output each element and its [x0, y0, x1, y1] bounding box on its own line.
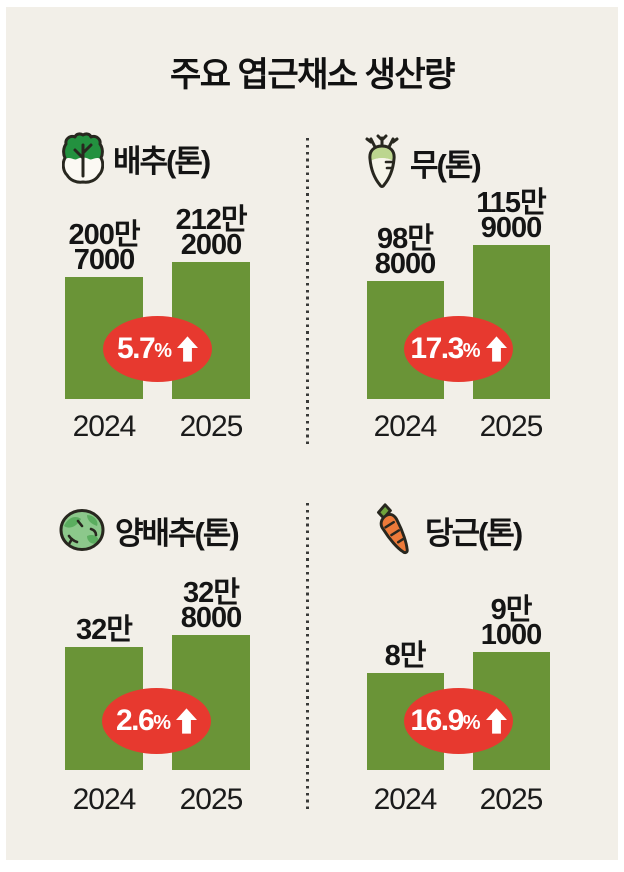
change-badge: 2.6%	[102, 688, 211, 754]
up-arrow-icon	[485, 708, 507, 734]
panel-title: 무(톤)	[410, 147, 482, 183]
panel-header: 양배추(톤)	[58, 508, 240, 552]
divider-top	[306, 138, 309, 445]
radish-icon	[363, 134, 401, 190]
value-label-2024: 8만	[384, 640, 427, 672]
divider-bottom	[306, 503, 309, 813]
change-percent: 5.7	[116, 332, 156, 365]
year-label-2025: 2025	[179, 410, 244, 443]
cabbage-icon	[58, 508, 106, 552]
panel-carrot: 당근(톤) 8만 9만 1000 16.9% 2024 2025	[308, 490, 624, 825]
year-label-2025: 2025	[179, 783, 244, 816]
change-percent: 17.3	[410, 332, 464, 365]
value-label-2025: 32만 8000	[180, 577, 243, 634]
panel-title: 당근(톤)	[425, 515, 523, 551]
value-label-2024: 32만	[76, 614, 133, 646]
panel-header: 배추(톤)	[62, 131, 211, 185]
value-label-2024: 200만 7000	[68, 219, 140, 276]
panel-header: 무(톤)	[363, 134, 482, 190]
change-percent: 2.6	[115, 704, 155, 737]
year-label-2024: 2024	[72, 410, 137, 443]
panel-title: 배추(톤)	[113, 143, 211, 179]
panel-header: 당근(톤)	[372, 502, 523, 558]
page-title: 주요 엽근채소 생산량	[170, 56, 455, 94]
value-label-2025: 9만 1000	[480, 594, 543, 651]
up-arrow-icon	[485, 336, 507, 362]
year-label-2025: 2025	[479, 783, 544, 816]
value-label-2025: 115만 9000	[476, 187, 546, 244]
value-label-2024: 98만 8000	[374, 223, 437, 280]
change-badge: 16.9%	[404, 688, 513, 754]
carrot-icon	[372, 502, 416, 558]
panel-title: 양배추(톤)	[115, 515, 240, 551]
year-label-2024: 2024	[373, 410, 438, 443]
year-label-2024: 2024	[373, 783, 438, 816]
napa-cabbage-icon	[62, 132, 104, 184]
up-arrow-icon	[176, 708, 197, 734]
year-label-2025: 2025	[479, 410, 544, 443]
up-arrow-icon	[177, 336, 198, 362]
change-percent: 16.9	[410, 704, 464, 737]
change-badge: 5.7%	[103, 316, 212, 382]
panel-napa-cabbage: 배추(톤) 200만 7000 212만 2000 5.7% 2024 2025	[0, 120, 308, 455]
value-label-2025: 212만 2000	[175, 204, 247, 261]
change-badge: 17.3%	[404, 316, 513, 382]
panel-cabbage: 양배추(톤) 32만 32만 8000 2.6% 2024 2025	[0, 490, 308, 825]
panel-radish: 무(톤) 98만 8000 115만 9000 17.3% 2024 2025	[308, 120, 624, 455]
year-label-2024: 2024	[72, 783, 137, 816]
